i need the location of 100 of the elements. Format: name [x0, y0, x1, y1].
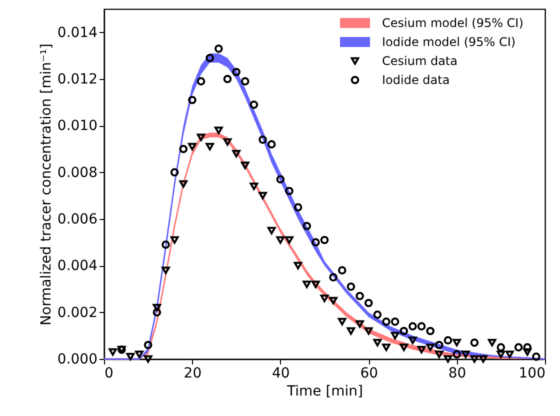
point: [506, 350, 514, 358]
y-tick-label: 0.012: [57, 72, 98, 88]
point: [152, 308, 162, 316]
point: [258, 192, 267, 200]
point: [488, 338, 496, 346]
point: [452, 338, 461, 346]
point: [444, 355, 452, 363]
point: [496, 350, 506, 358]
point: [206, 54, 214, 62]
legend-label: Cesium model (95% CI): [382, 16, 524, 30]
point: [320, 294, 329, 302]
point: [179, 180, 188, 188]
point: [532, 352, 540, 361]
point: [144, 340, 152, 350]
point: [346, 282, 356, 291]
point: [170, 168, 179, 176]
point: [108, 348, 117, 356]
point: [320, 236, 329, 244]
point: [496, 343, 506, 352]
point: [250, 182, 258, 190]
legend-label: Cesium data: [382, 54, 458, 68]
point: [162, 240, 170, 249]
x-axis-title: Time [min]: [286, 384, 364, 400]
point: [162, 266, 170, 274]
x-tick-label: 0: [104, 366, 114, 382]
point: [444, 336, 452, 344]
point: [408, 322, 417, 330]
point: [294, 262, 302, 270]
point: [276, 175, 285, 184]
point: [373, 338, 382, 346]
y-axis-title: Normalized tracer concentration [min⁻¹]: [38, 44, 54, 326]
point: [250, 100, 258, 109]
point: [267, 140, 276, 148]
point: [382, 344, 390, 352]
point: [400, 326, 408, 336]
point: [338, 266, 346, 274]
point: [373, 310, 382, 319]
point: [312, 238, 320, 246]
point: [356, 320, 364, 328]
point: [470, 355, 479, 363]
point: [461, 350, 470, 358]
point: [346, 327, 356, 335]
point: [206, 142, 214, 150]
point: [196, 77, 206, 86]
point: [452, 350, 461, 358]
point: [214, 44, 223, 53]
point: [267, 226, 276, 234]
x-tick-label: 80: [448, 366, 466, 382]
point: [152, 304, 162, 312]
y-tick-label: 0.010: [57, 118, 98, 134]
point: [329, 273, 338, 282]
point: [302, 280, 312, 288]
point: [408, 336, 417, 344]
y-tick-label: 0.014: [57, 24, 98, 41]
x-tick-label: 20: [184, 366, 202, 382]
point: [364, 327, 373, 335]
point: [196, 134, 206, 142]
point: [329, 296, 338, 304]
point: [390, 318, 400, 326]
point: [417, 322, 426, 330]
point: [240, 77, 250, 86]
legend-label: Iodide data: [382, 73, 450, 87]
x-tick-label: 40: [272, 366, 290, 382]
point: [338, 318, 346, 326]
point: [276, 236, 285, 244]
point: [356, 292, 364, 300]
point: [302, 222, 312, 230]
point: [232, 68, 240, 76]
point: [126, 352, 135, 360]
point: [294, 203, 302, 212]
point: [179, 144, 188, 154]
point: [426, 326, 434, 336]
legend-label: Iodide model (95% CI): [382, 35, 516, 49]
point: [170, 236, 179, 244]
point: [240, 162, 250, 170]
point: [285, 236, 294, 244]
y-tick-label: 0.002: [57, 304, 98, 321]
x-tick-label: 100: [518, 366, 546, 382]
point: [390, 332, 400, 340]
point: [523, 348, 532, 356]
point: [479, 355, 488, 363]
y-tick-label: 0.004: [57, 258, 98, 274]
x-tick-label: 60: [360, 366, 378, 382]
point: [470, 338, 479, 347]
point: [135, 350, 144, 358]
point: [523, 343, 532, 352]
point: [223, 138, 232, 146]
point: [514, 343, 523, 352]
point: [188, 142, 196, 150]
y-tick-label: 0.006: [57, 212, 98, 228]
point: [435, 340, 444, 350]
point: [400, 344, 408, 352]
point: [312, 280, 320, 288]
point: [232, 150, 240, 158]
y-tick-label: 0.000: [57, 352, 98, 368]
point: [144, 355, 152, 363]
point: [214, 126, 223, 134]
point: [382, 318, 390, 326]
point: [223, 74, 232, 84]
point: [435, 350, 444, 358]
